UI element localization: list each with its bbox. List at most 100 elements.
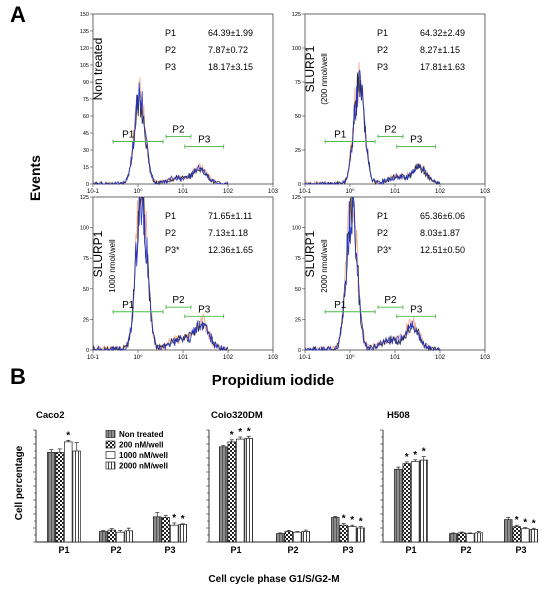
- legend-label: 200 nM/well: [119, 441, 163, 450]
- x-tick-label: 101: [178, 189, 189, 195]
- significance-star: *: [515, 515, 519, 526]
- x-tick-label: 10⁰: [133, 354, 143, 361]
- bar: [55, 452, 64, 543]
- bar: [227, 441, 236, 543]
- y-tick-label: 50: [83, 287, 89, 293]
- histogram-frame: [304, 13, 486, 185]
- gate-label: P3: [198, 304, 211, 315]
- stat-value: 12.36±1.65: [208, 245, 253, 255]
- panel-label-a: A: [10, 2, 26, 27]
- significance-star: *: [342, 514, 346, 525]
- bar-x-axis-label: Cell cycle phase G1/S/G2-M: [208, 574, 339, 585]
- significance-star: *: [413, 450, 417, 461]
- bar: [124, 530, 133, 543]
- y-tick-label: 125: [292, 195, 301, 201]
- x-tick-label: 10-1: [299, 355, 312, 361]
- bar-panel: Caco2 P1 P2 P3 * * *: [33, 410, 187, 555]
- x-tick-label: 102: [223, 189, 234, 195]
- stat-value: 65.36±6.06: [420, 211, 465, 221]
- y-tick-label: 120: [80, 46, 89, 52]
- stat-gate: P3*: [165, 245, 180, 255]
- significance-star: *: [405, 452, 409, 463]
- significance-star: *: [230, 430, 234, 441]
- bar: [348, 526, 357, 543]
- y-tick-label: 25: [295, 317, 301, 323]
- gate-label: P1: [334, 130, 347, 141]
- gate-label: P3: [410, 135, 423, 146]
- bar: [153, 516, 162, 543]
- bar: [474, 532, 483, 543]
- stat-gate: P1: [165, 28, 176, 38]
- y-tick-label: 50: [295, 114, 301, 120]
- y-tick-label: 25: [83, 317, 89, 323]
- stat-value: 64.39±1.99: [208, 28, 253, 38]
- legend-label: 2000 nM/well: [119, 462, 168, 471]
- y-tick-label: 45: [83, 131, 89, 137]
- x-tick-label: 10⁰: [133, 188, 143, 195]
- significance-star: *: [247, 426, 251, 437]
- gate-label: P2: [384, 124, 397, 135]
- gate-label: P2: [384, 295, 397, 306]
- condition-label: SLURP1: [91, 230, 105, 277]
- bar-category-label: P3: [515, 545, 526, 555]
- bar-category-label: P1: [58, 545, 69, 555]
- y-tick-label: 100: [292, 226, 301, 232]
- bar-category-label: P3: [164, 545, 175, 555]
- stat-value: 18.17±3.15: [208, 62, 253, 72]
- histogram-y-axis-label: Events: [27, 155, 43, 201]
- dose-label: (200 nmol/well: [320, 53, 329, 105]
- y-tick-label: 75: [83, 256, 89, 262]
- y-tick-label: 100: [292, 46, 301, 52]
- bar-category-label: P3: [342, 545, 353, 555]
- significance-star: *: [359, 517, 363, 528]
- legend-swatch: [105, 461, 116, 470]
- significance-star: *: [181, 514, 185, 525]
- bar-panel: Colo320DM P1 P2 P3 * * * * * *: [206, 410, 365, 555]
- significance-star: *: [172, 513, 176, 524]
- bar: [504, 519, 513, 543]
- bar: [236, 438, 245, 543]
- bar: [64, 441, 73, 543]
- y-tick-label: 0: [298, 348, 301, 354]
- y-tick-label: 75: [295, 256, 301, 262]
- stat-gate: P1: [377, 28, 388, 38]
- x-tick-label: 101: [390, 355, 401, 361]
- stat-gate: P3: [165, 62, 176, 72]
- x-tick-label: 10-1: [87, 189, 100, 195]
- significance-star: *: [238, 427, 242, 438]
- stat-gate: P3: [377, 62, 388, 72]
- y-tick-label: 100: [80, 226, 89, 232]
- x-tick-label: 10⁰: [345, 188, 355, 195]
- gate-label: P1: [334, 300, 347, 311]
- bar: [521, 528, 530, 543]
- stat-gate: P2: [165, 45, 176, 55]
- bar: [170, 524, 179, 543]
- histogram-trace: [92, 77, 229, 186]
- bar-category-label: P2: [460, 545, 471, 555]
- y-tick-label: 125: [80, 195, 89, 201]
- dose-label: 1000 nmol/well: [108, 239, 117, 293]
- stat-value: 8.03±1.87: [420, 228, 460, 238]
- bar: [293, 531, 302, 543]
- histogram-x-axis-label: Propidium iodide: [212, 372, 335, 389]
- condition-label: SLURP1: [303, 230, 317, 277]
- y-tick-label: 125: [292, 12, 301, 18]
- bar: [47, 452, 56, 543]
- x-tick-label: 103: [268, 189, 279, 195]
- gate-label: P3: [410, 304, 423, 315]
- bar-panel-title: Colo320DM: [211, 410, 263, 421]
- bar: [116, 531, 125, 543]
- bar: [512, 526, 521, 543]
- y-tick-label: 75: [295, 80, 301, 86]
- histogram-frame: [92, 13, 274, 185]
- significance-star: *: [523, 518, 527, 529]
- bar: [72, 450, 81, 543]
- legend-swatch: [105, 440, 116, 449]
- bar: [219, 446, 228, 543]
- bar: [449, 533, 458, 543]
- bar: [394, 468, 403, 543]
- legend-swatch: [105, 430, 116, 438]
- bar: [107, 529, 116, 543]
